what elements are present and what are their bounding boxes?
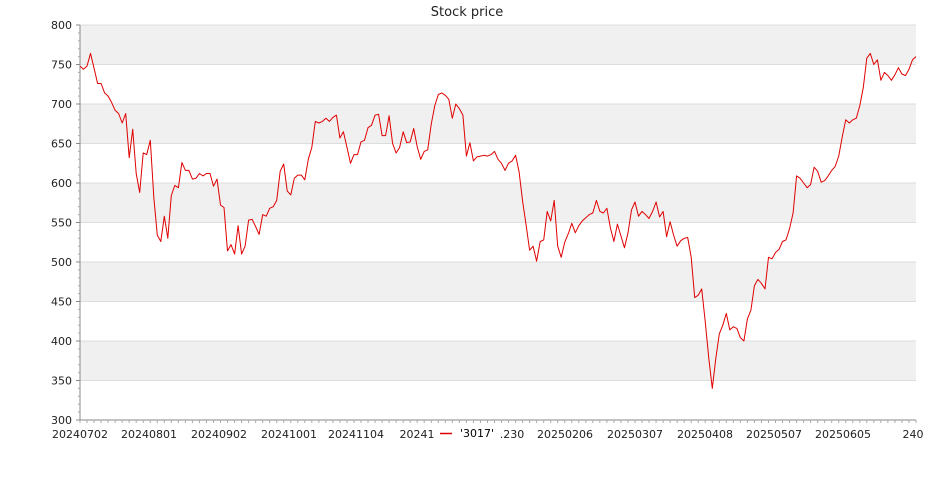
x-tick-label: 20250605 (815, 428, 871, 441)
y-tick-label: 300 (51, 414, 72, 427)
y-tick-label: 750 (51, 59, 72, 72)
x-tick-label: 20240902 (191, 428, 247, 441)
y-tick-label: 350 (51, 375, 72, 388)
x-tick-label: 20241001 (261, 428, 317, 441)
chart-title: Stock price (431, 5, 503, 20)
series-lines (79, 52, 917, 389)
y-tick-label: 800 (51, 19, 72, 32)
x-tick-label: 20240801 (121, 428, 177, 441)
plot-background-bands (80, 25, 916, 381)
y-tick-label: 600 (51, 177, 72, 190)
y-axis-ticks: 300 350 400 450 500 550 600 650 700 750 800 (51, 19, 80, 427)
y-tick-label: 650 (51, 138, 72, 151)
grid-band (80, 183, 916, 223)
legend-label: '3017' (460, 427, 494, 440)
y-tick-label: 500 (51, 256, 72, 269)
x-tick-label: .230 (500, 428, 525, 441)
x-tick-label: 20241 (400, 428, 435, 441)
y-tick-label: 700 (51, 98, 72, 111)
legend: '3017' (438, 425, 500, 441)
grid-band (80, 104, 916, 144)
y-tick-label: 450 (51, 296, 72, 309)
x-tick-label: 240 (903, 428, 924, 441)
grid-band (80, 25, 916, 65)
grid-band (80, 262, 916, 302)
gridlines (80, 24, 916, 421)
x-tick-label: 20241104 (328, 428, 384, 441)
x-tick-label: 20250507 (746, 428, 802, 441)
grid-band (80, 341, 916, 381)
x-tick-label: 20250408 (677, 428, 733, 441)
x-tick-label: 20250206 (537, 428, 593, 441)
series-line-3017 (79, 52, 917, 389)
x-axis-ticks: 20240702 20240801 20240902 20241001 20241104… (52, 420, 924, 441)
x-tick-label: 20250307 (607, 428, 663, 441)
legend-background (438, 425, 500, 441)
y-tick-label: 400 (51, 335, 72, 348)
x-tick-label: 20240702 (52, 428, 108, 441)
y-tick-label: 550 (51, 217, 72, 230)
